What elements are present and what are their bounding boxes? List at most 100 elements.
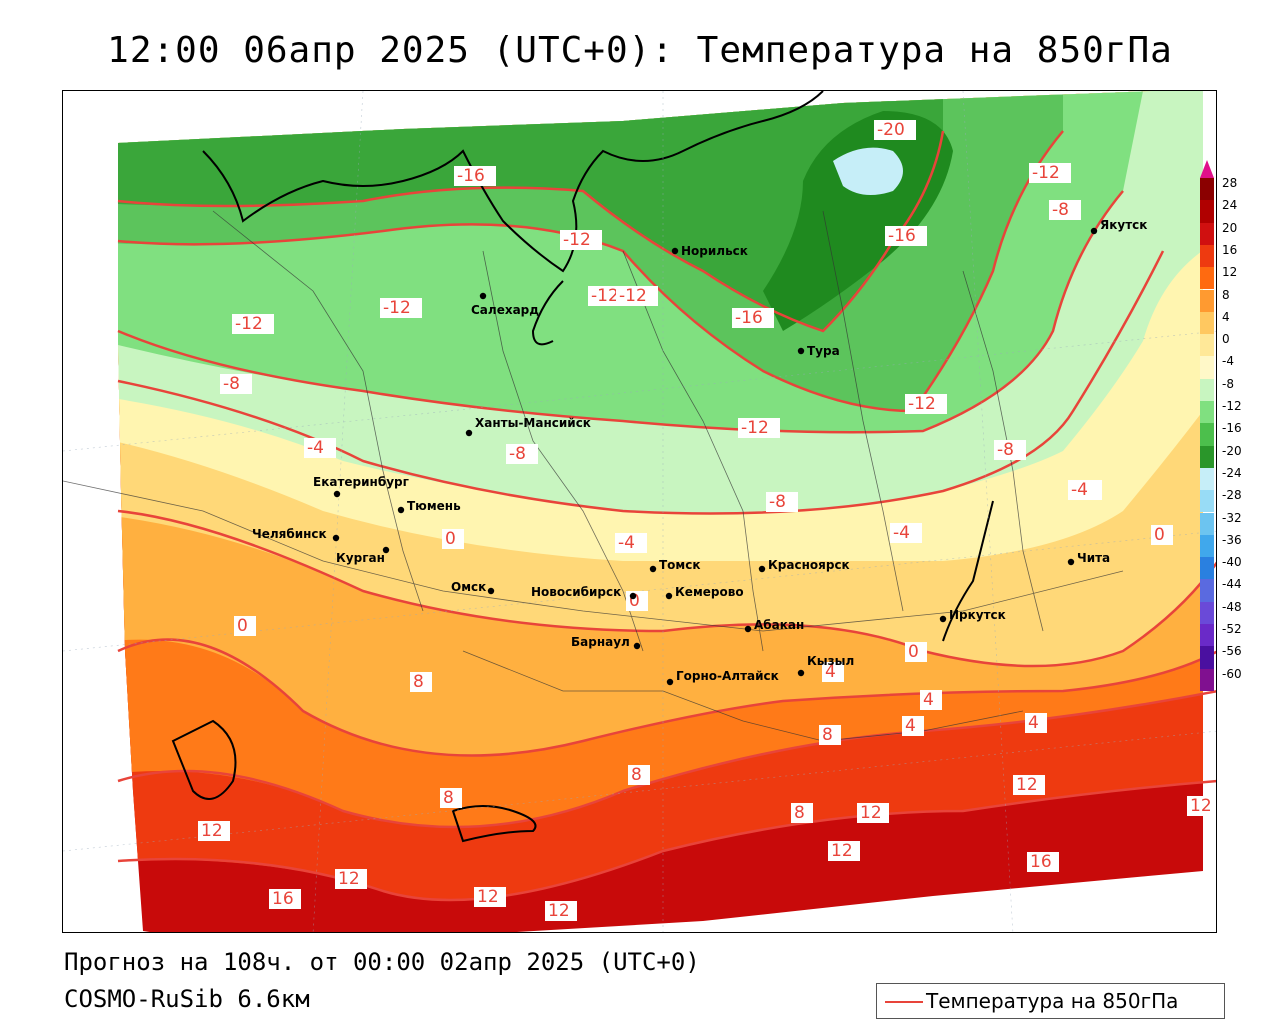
city-label: Абакан xyxy=(754,618,804,632)
isotherm-label-bg xyxy=(410,672,432,692)
scale-label: -4 xyxy=(1222,354,1234,369)
city-dot-icon xyxy=(479,292,487,300)
city-dot-icon xyxy=(465,429,473,437)
city-dot-icon xyxy=(797,669,805,677)
scale-label: -60 xyxy=(1222,666,1242,681)
band-minus24 xyxy=(833,147,903,195)
isotherm-label: -12 xyxy=(563,230,591,250)
isotherm-minus12 xyxy=(117,130,1064,413)
scale-swatch xyxy=(1200,401,1214,424)
isotherm-label-bg xyxy=(616,286,658,306)
isotherm-label: -8 xyxy=(509,444,526,464)
legend-line-swatch xyxy=(885,1001,923,1003)
coastline xyxy=(171,91,994,843)
isotherm-label-bg xyxy=(220,374,252,394)
city-label: Норильск xyxy=(681,244,748,258)
city-dot-icon xyxy=(671,247,679,255)
isotherm-label: 12 xyxy=(1016,775,1038,795)
city-dot-icon xyxy=(666,678,674,686)
scale-swatch xyxy=(1200,646,1214,669)
isotherm-label-bg xyxy=(506,444,538,464)
city-dot-icon xyxy=(332,534,340,542)
city-label: Чита xyxy=(1077,551,1110,565)
scale-label: 12 xyxy=(1222,265,1238,280)
city-layer: Норильск Якутск Салехард Тура Ханты-Мансийск… xyxy=(252,218,1147,686)
city-label: Тура xyxy=(807,344,840,358)
isotherm-4 xyxy=(117,638,1216,757)
city-label: Горно-Алтайск xyxy=(676,669,779,683)
city-dot-icon xyxy=(487,587,495,595)
scale-label: 16 xyxy=(1222,242,1238,257)
isotherm-label-bg xyxy=(1013,775,1045,795)
city-label: Барнаул xyxy=(571,635,630,649)
isotherm-label-bg xyxy=(1025,713,1047,733)
isotherm-label-bg xyxy=(269,889,301,909)
city-dot-icon xyxy=(758,565,766,573)
isotherm-label: -12 xyxy=(591,286,619,306)
isotherm-label: 4 xyxy=(1028,713,1039,733)
isotherm-label: 8 xyxy=(413,672,424,692)
city-dot-icon xyxy=(649,565,657,573)
scale-swatch xyxy=(1200,178,1214,201)
scale-label: -8 xyxy=(1222,376,1234,391)
scale-label: -24 xyxy=(1222,465,1242,480)
city-label: Омск xyxy=(451,580,486,594)
city-label: Якутск xyxy=(1100,218,1147,232)
isotherm-label: 8 xyxy=(443,788,454,808)
isotherm-label: 12 xyxy=(831,841,853,861)
isotherm-label-bg xyxy=(902,716,924,736)
isotherm-label: -12 xyxy=(619,286,647,306)
isotherm-label: 0 xyxy=(908,642,919,662)
scale-swatch xyxy=(1200,624,1214,647)
scale-label: 4 xyxy=(1222,309,1230,324)
isotherm-label: 12 xyxy=(860,803,882,823)
isotherm-label: -4 xyxy=(307,438,324,458)
isotherm-label: 0 xyxy=(445,529,456,549)
model-info: COSMO-RuSib 6.6км xyxy=(64,985,310,1013)
scale-swatch xyxy=(1200,423,1214,446)
isotherm-label-bg xyxy=(474,887,506,907)
isotherm-label-bg xyxy=(234,616,256,636)
isotherm-label: -12 xyxy=(1032,163,1060,183)
isotherm-label: 0 xyxy=(1154,525,1165,545)
city-label: Новосибирск xyxy=(531,585,621,599)
isotherm-label-bg xyxy=(628,765,650,785)
city-dot-icon xyxy=(939,615,947,623)
aral-sea xyxy=(171,719,237,800)
city-label: Тюмень xyxy=(407,499,461,513)
isotherm-8 xyxy=(117,690,1216,829)
legend-label: Температура на 850гПа xyxy=(926,989,1179,1013)
isotherm-label: 12 xyxy=(1190,796,1212,816)
isotherm-label-bg xyxy=(766,492,798,512)
city-dot-icon xyxy=(1067,558,1075,566)
scale-swatch xyxy=(1200,512,1214,535)
isotherm-label: -4 xyxy=(893,523,910,543)
isotherm-label: 16 xyxy=(272,889,294,909)
isotherm-label: -8 xyxy=(997,440,1014,460)
isotherm-label-bg xyxy=(380,298,422,318)
isotherm-label-bg xyxy=(615,533,647,553)
band-minus20 xyxy=(763,111,953,331)
scale-label: -20 xyxy=(1222,443,1242,458)
scale-label: 24 xyxy=(1222,198,1238,213)
isotherm-label-bg xyxy=(828,841,860,861)
city-label: Кемерово xyxy=(675,585,744,599)
scale-swatch xyxy=(1200,467,1214,491)
scale-label: -32 xyxy=(1222,510,1242,525)
scale-label: 8 xyxy=(1222,287,1230,302)
city-label: Иркутск xyxy=(949,608,1006,622)
scale-label: -36 xyxy=(1222,532,1242,547)
isotherm-label: 12 xyxy=(338,869,360,889)
map-title: 12:00 06апр 2025 (UTC+0): Температура на… xyxy=(107,30,1173,71)
color-scale: 28 24 20 16 12 8 4 0 -4 -8 -12 -16 -20 -24 -28 -32 -36 -4… xyxy=(1200,160,1280,691)
scale-swatch xyxy=(1200,222,1214,245)
isotherm-label-bg xyxy=(905,394,947,414)
city-label: Кызыл xyxy=(807,654,854,668)
band-minus16 xyxy=(118,91,943,331)
scale-swatch xyxy=(1200,244,1214,268)
isotherm-label: -8 xyxy=(769,492,786,512)
scale-swatch xyxy=(1200,267,1214,290)
isotherm-label: -12 xyxy=(908,394,936,414)
scale-label: -28 xyxy=(1222,488,1242,503)
isotherm-label: -16 xyxy=(735,308,763,328)
